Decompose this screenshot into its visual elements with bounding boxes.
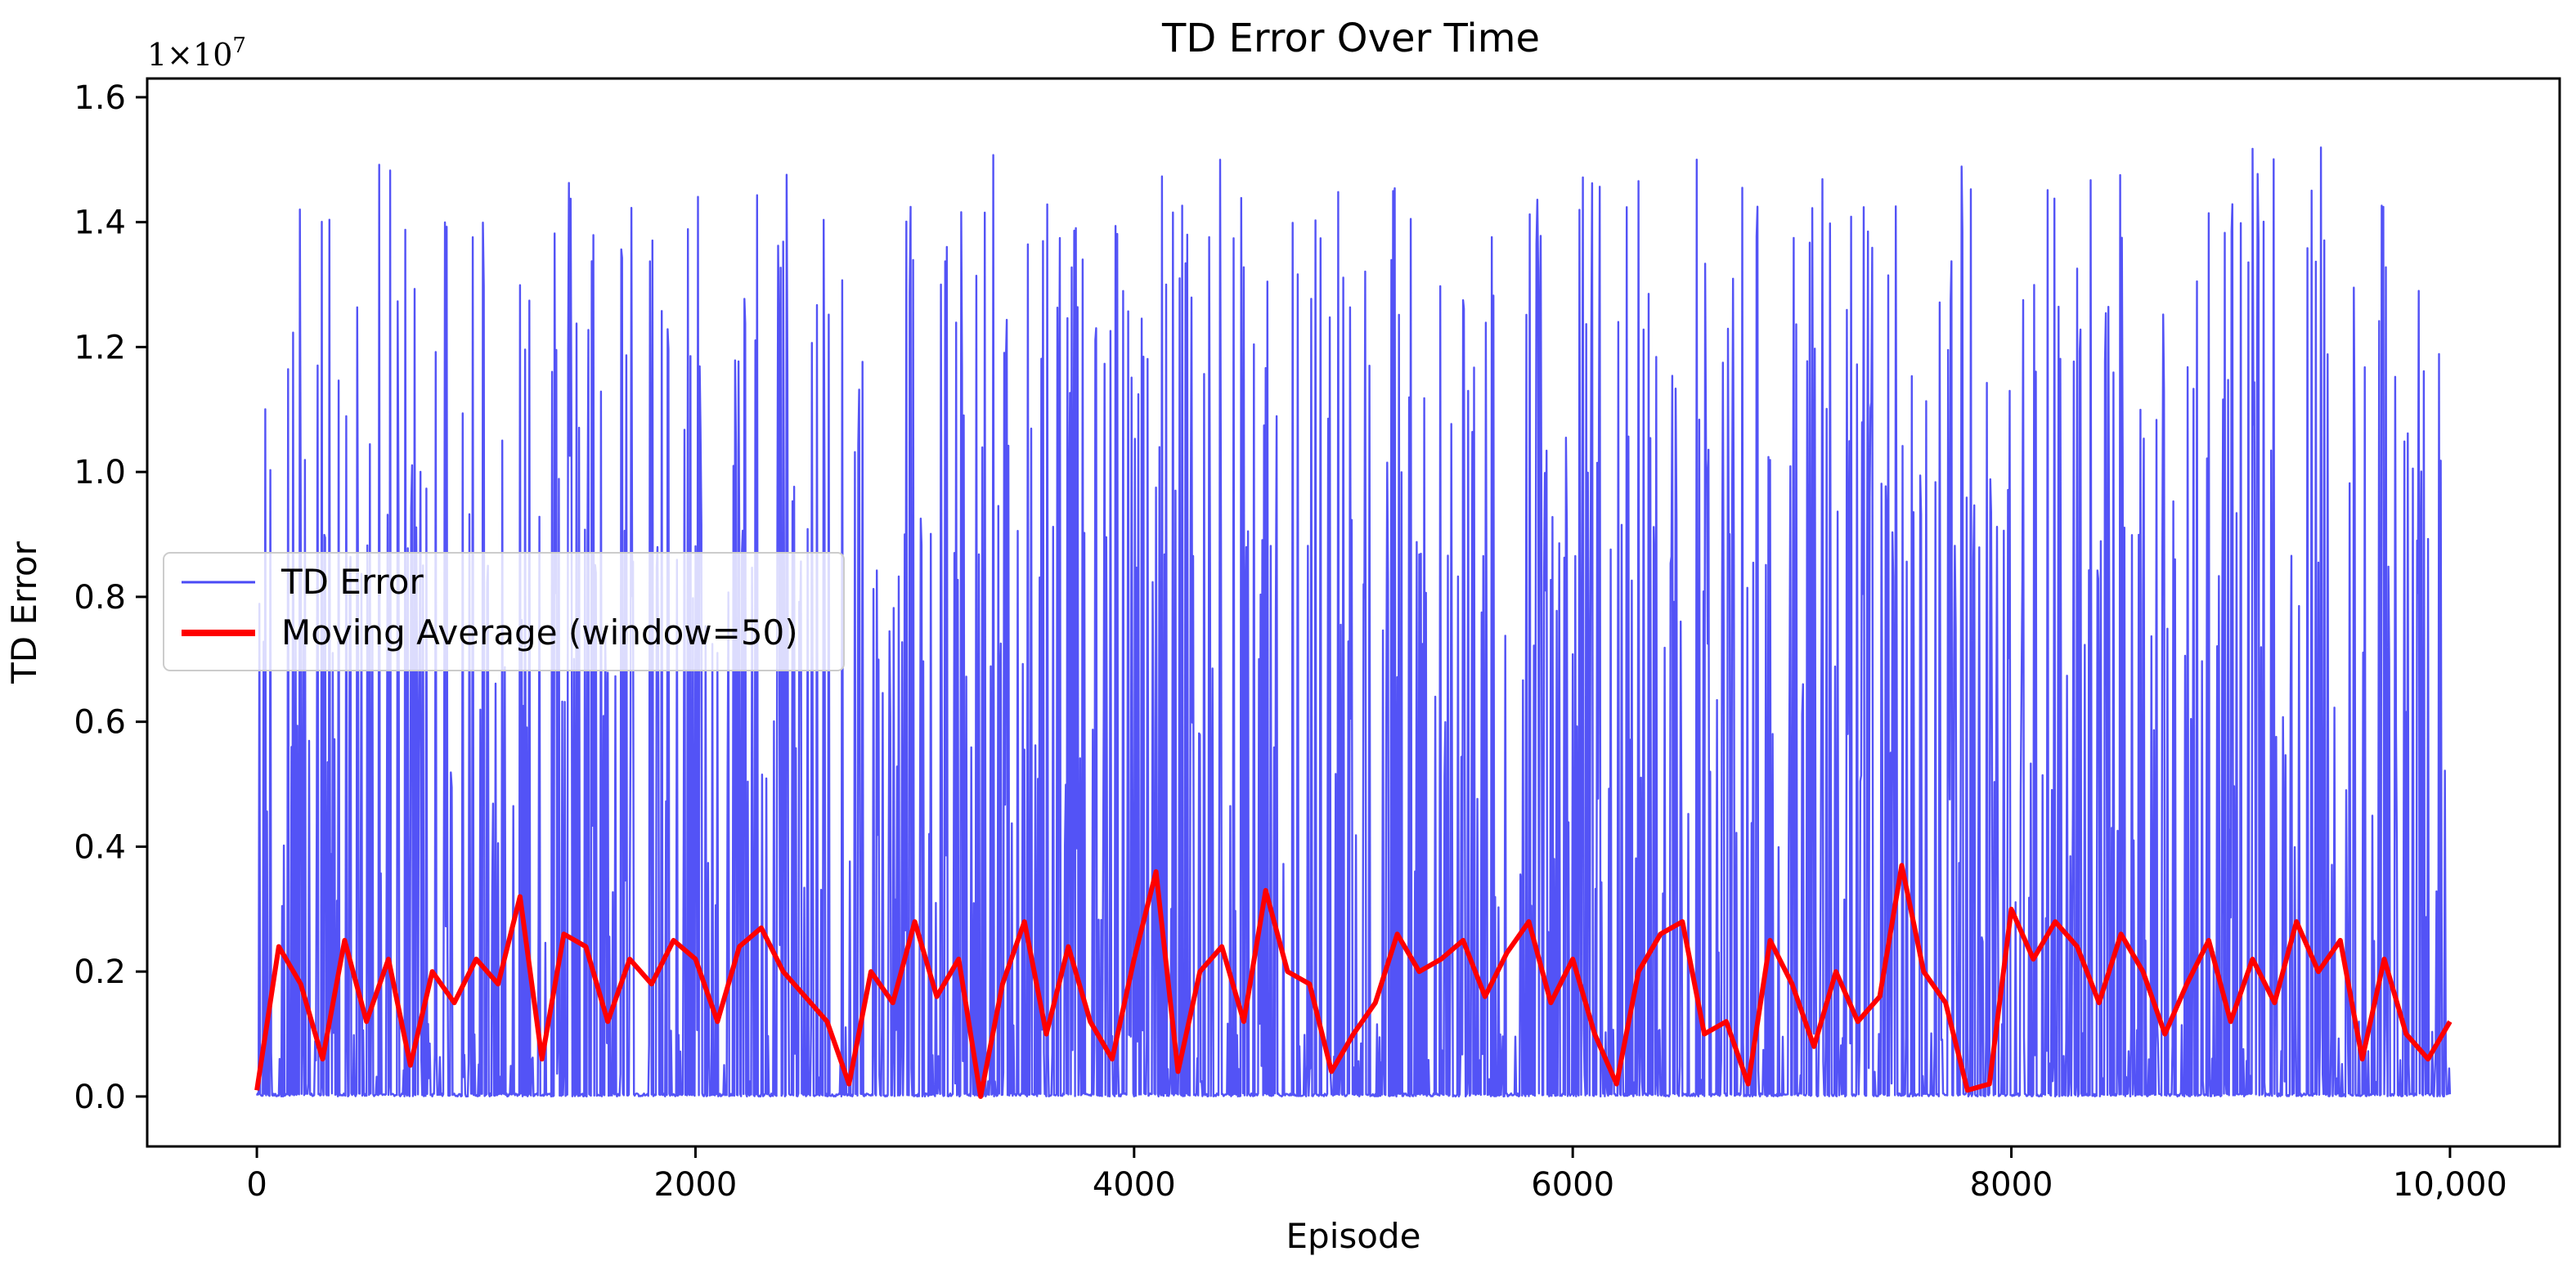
x-tick-label: 6000 <box>1531 1166 1614 1204</box>
x-axis-ticks: 0 2000 4000 6000 8000 10,000 <box>246 1146 2507 1204</box>
legend-label-moving-average: Moving Average (window=50) <box>281 612 798 653</box>
x-tick-label: 8000 <box>1970 1166 2053 1204</box>
chart-title: TD Error Over Time <box>1161 16 1540 61</box>
x-axis-label: Episode <box>1286 1216 1421 1256</box>
y-axis-multiplier: 1×107 <box>147 34 246 73</box>
legend-box <box>163 552 845 671</box>
series-layer <box>254 146 2453 1099</box>
series-line-td-error <box>255 146 2452 1098</box>
y-tick-label: 0.0 <box>74 1079 126 1116</box>
y-axis-label: TD Error <box>4 541 44 684</box>
x-tick-label: 4000 <box>1093 1166 1176 1204</box>
y-tick-label: 1.4 <box>74 204 126 242</box>
y-tick-label: 1.0 <box>74 454 126 491</box>
y-tick-label: 1.6 <box>74 79 126 117</box>
y-tick-label: 1.2 <box>74 329 126 366</box>
y-axis-ticks: 0.0 0.2 0.4 0.6 0.8 1.0 1.2 1.4 1.6 <box>74 79 147 1116</box>
plot-frame <box>146 77 2561 1148</box>
y-tick-label: 0.6 <box>74 704 126 742</box>
legend-label-td-error: TD Error <box>280 562 424 602</box>
series-line-moving-average <box>254 863 2453 1099</box>
y-tick-label: 0.2 <box>74 953 126 991</box>
legend: TD Error Moving Average (window=50) <box>163 552 845 671</box>
x-tick-label: 2000 <box>654 1166 738 1204</box>
y-tick-label: 0.4 <box>74 828 126 866</box>
x-tick-label: 0 <box>246 1166 267 1204</box>
x-tick-label: 10,000 <box>2393 1166 2507 1204</box>
y-tick-label: 0.8 <box>74 579 126 617</box>
